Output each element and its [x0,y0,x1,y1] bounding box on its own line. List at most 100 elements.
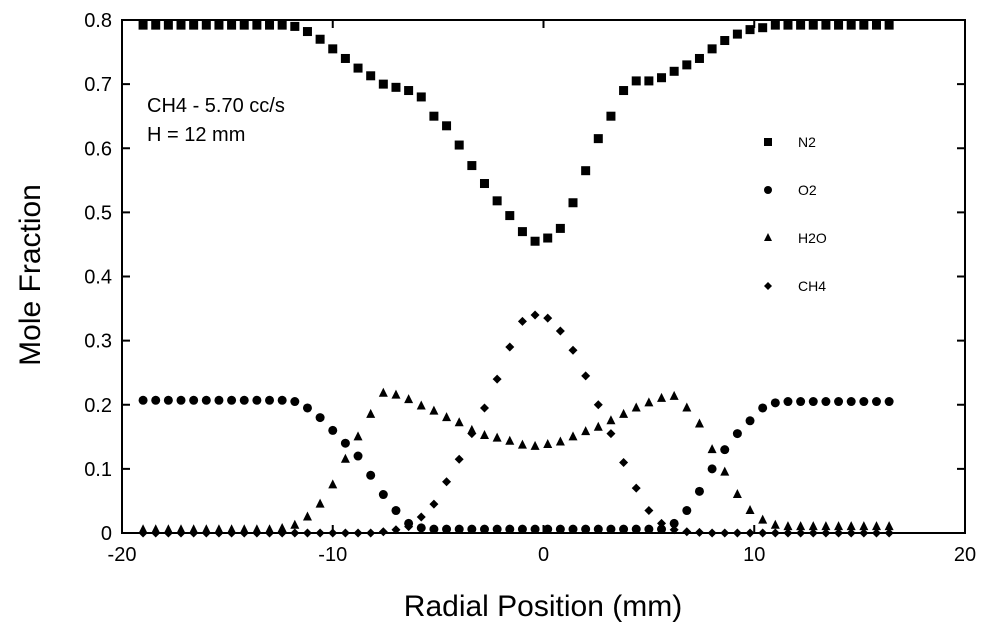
o2-point [252,395,262,405]
n2-point [770,20,780,30]
ch4-point [581,371,591,381]
h2o-point [492,432,502,442]
n2-point [340,53,350,63]
n2-point [657,73,667,83]
o2-point [517,524,527,534]
legend-label-n2: N2 [798,134,816,150]
n2-point [834,20,844,30]
n2-point [479,179,489,189]
o2-point [720,445,730,455]
h2o-point [581,426,591,436]
legend-marker-h2o [764,233,772,241]
h2o-point [517,439,527,449]
n2-point [581,166,591,176]
o2-point [758,403,768,413]
h2o-point [340,453,350,463]
h2o-point [745,505,755,515]
h2o-point [631,402,641,412]
o2-point [644,524,654,534]
o2-point [543,524,553,534]
x-tick-label: -20 [108,544,137,566]
n2-point [732,29,742,39]
ch4-point [340,528,350,538]
ch4-point [821,528,831,538]
ch4-point [467,429,477,439]
ch4-point [176,528,186,538]
n2-point [138,20,148,30]
n2-point [252,20,262,30]
n2-point [239,20,249,30]
o2-point [606,524,616,534]
n2-point [758,23,768,33]
h2o-point [593,421,603,431]
h2o-point [442,412,452,422]
ch4-point [657,518,667,528]
h2o-point [568,431,578,441]
n2-point [454,140,464,150]
ch4-point [239,528,249,538]
n2-point [315,34,325,44]
ch4-point [416,512,426,522]
n2-point [543,233,553,243]
ch4-point [808,528,818,538]
o2-point [859,397,869,407]
o2-point [353,451,363,461]
h2o-point [328,479,338,489]
o2-point [783,397,793,407]
ch4-point [404,522,414,532]
n2-point [669,66,679,76]
h2o-point [315,498,325,508]
ch4-point [479,403,489,413]
ch4-point [151,528,161,538]
n2-point [568,198,578,208]
n2-point [808,20,818,30]
o2-point [846,397,856,407]
ch4-point [517,316,527,326]
h2o-point [391,389,401,399]
y-tick-label: 0.1 [84,459,112,481]
n2-point [378,79,388,89]
h2o-point [682,402,692,412]
o2-point [366,470,376,480]
o2-point [189,395,199,405]
h2o-point [796,521,806,531]
annotation-height: H = 12 mm [147,124,245,146]
h2o-point [859,521,869,531]
n2-point [846,20,856,30]
ch4-point [694,527,704,537]
n2-point [176,20,186,30]
legend-marker-n2 [764,138,772,146]
legend-label-ch4: CH4 [798,278,826,294]
n2-point [884,20,894,30]
h2o-point [783,521,793,531]
ch4-point [214,528,224,538]
ch4-point [783,528,793,538]
y-tick-label: 0.8 [84,10,112,32]
h2o-point [479,430,489,440]
ch4-point [378,527,388,537]
ch4-point [391,525,401,535]
o2-point [694,486,704,496]
o2-point [442,524,452,534]
n2-point [353,63,363,73]
series-h2o [138,387,894,534]
o2-point [277,395,287,405]
o2-point [707,464,717,474]
o2-point [201,395,211,405]
n2-point [214,20,224,30]
o2-point [884,397,894,407]
o2-point [808,397,818,407]
h2o-point [404,394,414,404]
y-tick-label: 0.7 [84,74,112,96]
ch4-point [353,528,363,538]
ch4-point [492,374,502,384]
y-tick-label: 0.4 [84,267,112,289]
x-tick-label: 0 [538,544,549,566]
n2-point [227,20,237,30]
o2-point [138,395,148,405]
o2-point [871,397,881,407]
ch4-point [530,310,540,320]
ch4-point [834,528,844,538]
h2o-point [416,400,426,410]
o2-point [657,524,667,534]
